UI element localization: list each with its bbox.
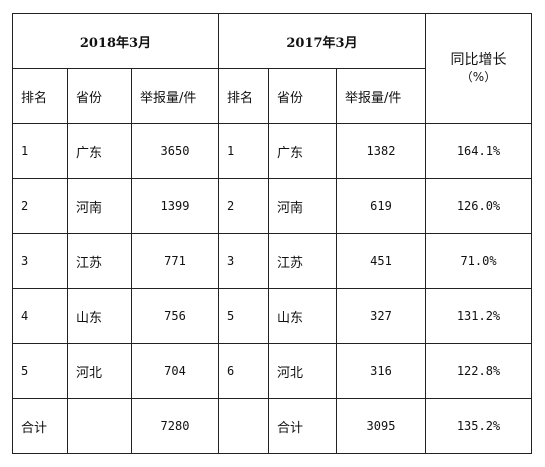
growth-value: 122.8% (425, 343, 532, 399)
province-2017: 广东 (268, 123, 337, 179)
province-2018: 广东 (67, 123, 132, 179)
province-2018: 河北 (67, 343, 132, 399)
rank-2018: 2 (12, 178, 68, 234)
reports-2017: 327 (336, 288, 426, 344)
table-row: 3 江苏 771 3 江苏 451 71.0% (12, 233, 532, 289)
period-2018-header: 2018年3月 (12, 13, 219, 69)
rank-2018: 1 (12, 123, 68, 179)
reports-2018: 3650 (131, 123, 219, 179)
column-header-row: 排名 省份 举报量/件 排名 省份 举报量/件 (12, 68, 532, 124)
reports-2018: 1399 (131, 178, 219, 234)
reports-2018: 771 (131, 233, 219, 289)
total-row: 合计 7280 合计 3095 135.2% (12, 398, 532, 454)
table-row: 2 河南 1399 2 河南 619 126.0% (12, 178, 532, 234)
reports-header-2017: 举报量/件 (336, 68, 426, 124)
province-2017: 江苏 (268, 233, 337, 289)
rank-2017: 1 (218, 123, 269, 179)
total-label-2018: 合计 (12, 398, 68, 454)
table-row: 1 广东 3650 1 广东 1382 164.1% (12, 123, 532, 179)
rank-2017: 6 (218, 343, 269, 399)
province-2017: 河北 (268, 343, 337, 399)
province-header-2018: 省份 (67, 68, 132, 124)
growth-unit: （%） (460, 69, 497, 84)
growth-value: 164.1% (425, 123, 532, 179)
rank-2017: 5 (218, 288, 269, 344)
rank-2017: 3 (218, 233, 269, 289)
reports-2017: 451 (336, 233, 426, 289)
period-2017-header: 2017年3月 (218, 13, 426, 69)
growth-value: 131.2% (425, 288, 532, 344)
province-2018: 河南 (67, 178, 132, 234)
rank-header-2018: 排名 (12, 68, 68, 124)
reports-2017: 619 (336, 178, 426, 234)
province-2017: 河南 (268, 178, 337, 234)
province-2018: 山东 (67, 288, 132, 344)
reports-2018: 756 (131, 288, 219, 344)
rank-2017: 2 (218, 178, 269, 234)
total-empty-2017 (218, 398, 269, 454)
reports-2018: 704 (131, 343, 219, 399)
growth-value: 126.0% (425, 178, 532, 234)
growth-value: 71.0% (425, 233, 532, 289)
province-2018: 江苏 (67, 233, 132, 289)
reports-2017: 1382 (336, 123, 426, 179)
province-2017: 山东 (268, 288, 337, 344)
rank-header-2017: 排名 (218, 68, 269, 124)
table-row: 4 山东 756 5 山东 327 131.2% (12, 288, 532, 344)
growth-title: 同比增长 (450, 51, 507, 68)
rank-2018: 5 (12, 343, 68, 399)
growth-header: 同比增长 （%） (425, 13, 532, 124)
total-reports-2018: 7280 (131, 398, 219, 454)
total-growth-value: 135.2% (425, 398, 532, 454)
rank-2018: 3 (12, 233, 68, 289)
province-header-2017: 省份 (268, 68, 337, 124)
table-row: 5 河北 704 6 河北 316 122.8% (12, 343, 532, 399)
period-header-row: 2018年3月 2017年3月 同比增长 （%） (12, 13, 532, 124)
rank-2018: 4 (12, 288, 68, 344)
report-comparison-table: 2018年3月 2017年3月 同比增长 （%） 排名 省份 举报量/件 排名 … (12, 13, 532, 454)
total-reports-2017: 3095 (336, 398, 426, 454)
total-label-2017: 合计 (268, 398, 337, 454)
reports-header-2018: 举报量/件 (131, 68, 219, 124)
total-empty-2018 (67, 398, 132, 454)
reports-2017: 316 (336, 343, 426, 399)
